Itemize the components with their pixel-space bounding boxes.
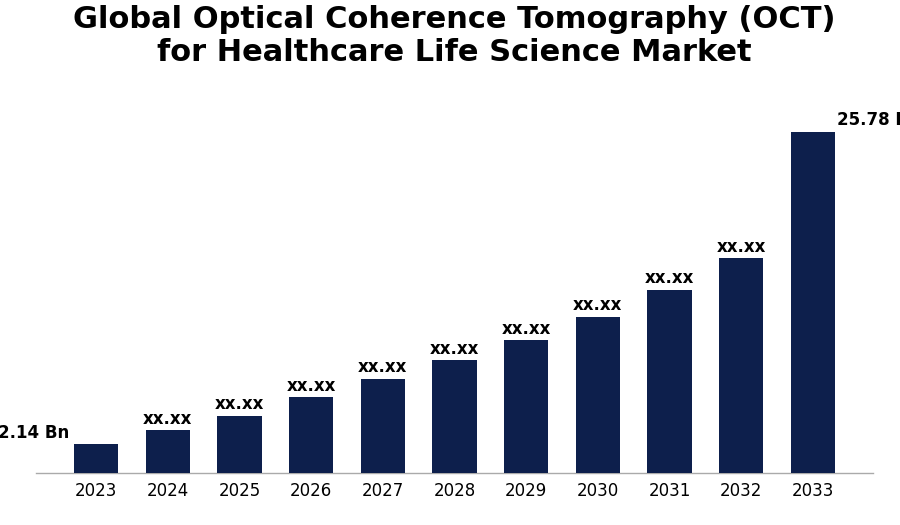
Text: xx.xx: xx.xx	[430, 340, 479, 358]
Title: Global Optical Coherence Tomography (OCT)
for Healthcare Life Science Market: Global Optical Coherence Tomography (OCT…	[73, 5, 836, 68]
Text: 25.78 Bn: 25.78 Bn	[837, 111, 900, 129]
Bar	[361, 379, 405, 472]
Bar	[504, 340, 548, 472]
Bar	[146, 430, 190, 472]
Bar	[289, 397, 333, 472]
Bar	[719, 258, 763, 472]
Text: xx.xx: xx.xx	[286, 376, 336, 394]
Bar	[576, 317, 620, 472]
Bar	[74, 444, 119, 472]
Text: xx.xx: xx.xx	[215, 395, 265, 413]
Bar	[790, 132, 835, 472]
Bar	[217, 416, 262, 472]
Text: xx.xx: xx.xx	[644, 269, 694, 288]
Text: xx.xx: xx.xx	[716, 238, 766, 256]
Text: 2.14 Bn: 2.14 Bn	[0, 424, 69, 442]
Text: xx.xx: xx.xx	[358, 358, 408, 376]
Bar	[432, 360, 477, 472]
Bar	[647, 290, 692, 472]
Text: xx.xx: xx.xx	[143, 410, 193, 427]
Text: xx.xx: xx.xx	[573, 296, 623, 314]
Text: xx.xx: xx.xx	[501, 320, 551, 338]
